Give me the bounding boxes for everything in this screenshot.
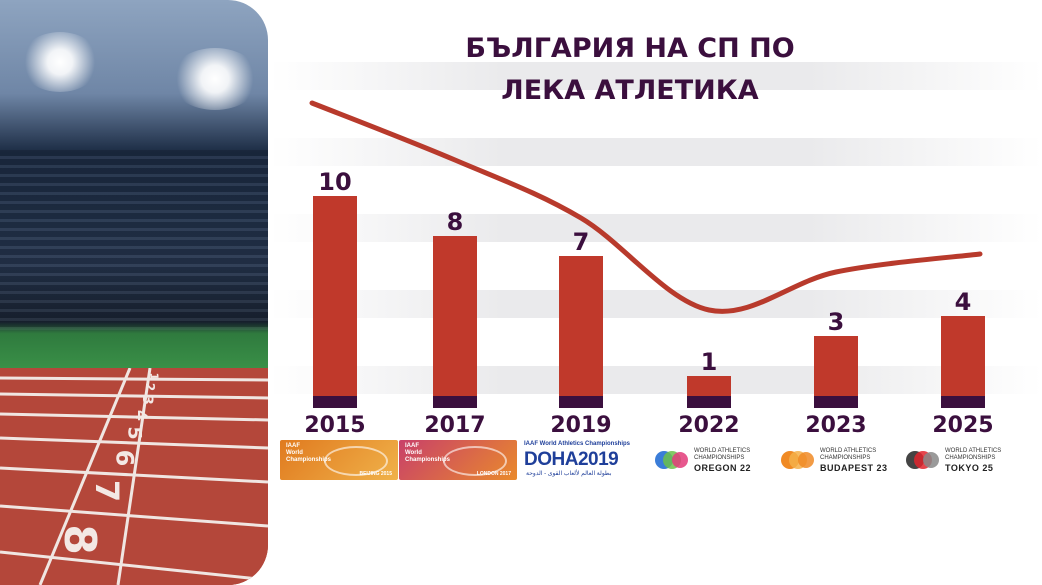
year-label-2019: 2019 (550, 413, 611, 438)
background-band (270, 214, 1042, 242)
tokyo-25-logo: WORLD ATHLETICS CHAMPIONSHIPS TOKYO 25 (901, 440, 1019, 480)
value-label-2025: 4 (955, 288, 972, 316)
logo-org-text: IAAF World Athletics Championships (524, 441, 631, 447)
bar-2022 (687, 376, 731, 396)
bar-base-2019 (559, 396, 603, 408)
chart-title: БЪЛГАРИЯ НА СП ПО ЛЕКА АТЛЕТИКА (430, 28, 830, 112)
budapest-23-logo: WORLD ATHLETICS CHAMPIONSHIPS BUDAPEST 23 (776, 440, 894, 480)
chart-title-line-1: БЪЛГАРИЯ НА СП ПО (465, 33, 795, 64)
logo-mark-icon (655, 451, 688, 469)
background-band (270, 366, 1042, 394)
floodlight-icon (170, 48, 260, 110)
oregon-22-logo: WORLD ATHLETICS CHAMPIONSHIPS OREGON 22 (650, 440, 768, 480)
value-label-2022: 1 (701, 348, 718, 376)
logo-mark-icon (906, 451, 939, 469)
logo-org-text: WORLD ATHLETICS CHAMPIONSHIPS (694, 448, 751, 461)
logo-main-text: TOKYO 25 (945, 463, 994, 473)
logo-mark-icon (781, 451, 814, 469)
bar-base-2025 (941, 396, 985, 408)
logo-graphic (324, 446, 388, 476)
background-band (270, 290, 1042, 318)
running-track (0, 368, 268, 585)
logo-main-text: OREGON 22 (694, 463, 752, 473)
value-label-2019: 7 (573, 228, 590, 256)
value-label-2015: 10 (318, 168, 351, 196)
logo-org-text: IAAF World Championships (286, 443, 332, 463)
bar-2017 (433, 236, 477, 396)
logo-caption: بطولة العالم لألعاب القوى - الدوحة (526, 471, 612, 477)
bar-base-2015 (313, 396, 357, 408)
logo-org-text: IAAF World Championships (405, 443, 451, 463)
logo-org-text: WORLD ATHLETICS CHAMPIONSHIPS (820, 448, 877, 461)
logo-graphic (443, 446, 507, 476)
year-label-2022: 2022 (678, 413, 739, 438)
beijing-2015-logo: IAAF World Championships BEIJING 2015 (280, 440, 398, 480)
year-label-2023: 2023 (805, 413, 866, 438)
bar-base-2023 (814, 396, 858, 408)
chart-title-line-2: ЛЕКА АТЛЕТИКА (501, 75, 759, 106)
year-label-2017: 2017 (424, 413, 485, 438)
logo-main-text: DOHA2019 (524, 449, 619, 470)
doha-2019-logo: IAAF World Athletics Championships DOHA20… (520, 440, 638, 480)
bar-2025 (941, 316, 985, 396)
london-2017-logo: IAAF World Championships LONDON 2017 (399, 440, 517, 480)
bar-2015 (313, 196, 357, 396)
bar-2019 (559, 256, 603, 396)
year-label-2015: 2015 (304, 413, 365, 438)
value-label-2023: 3 (828, 308, 845, 336)
stadium-stands (0, 150, 268, 330)
bar-2023 (814, 336, 858, 396)
background-band (270, 138, 1042, 166)
background-band (270, 62, 1042, 90)
year-label-2025: 2025 (932, 413, 993, 438)
logo-org-text: WORLD ATHLETICS CHAMPIONSHIPS (945, 448, 1002, 461)
logo-caption: BEIJING 2015 (359, 471, 392, 477)
logo-main-text: BUDAPEST 23 (820, 463, 888, 473)
logo-caption: LONDON 2017 (476, 471, 511, 477)
bar-base-2017 (433, 396, 477, 408)
floodlight-icon (20, 32, 100, 92)
bar-base-2022 (687, 396, 731, 408)
value-label-2017: 8 (447, 208, 464, 236)
trend-line (309, 100, 983, 314)
